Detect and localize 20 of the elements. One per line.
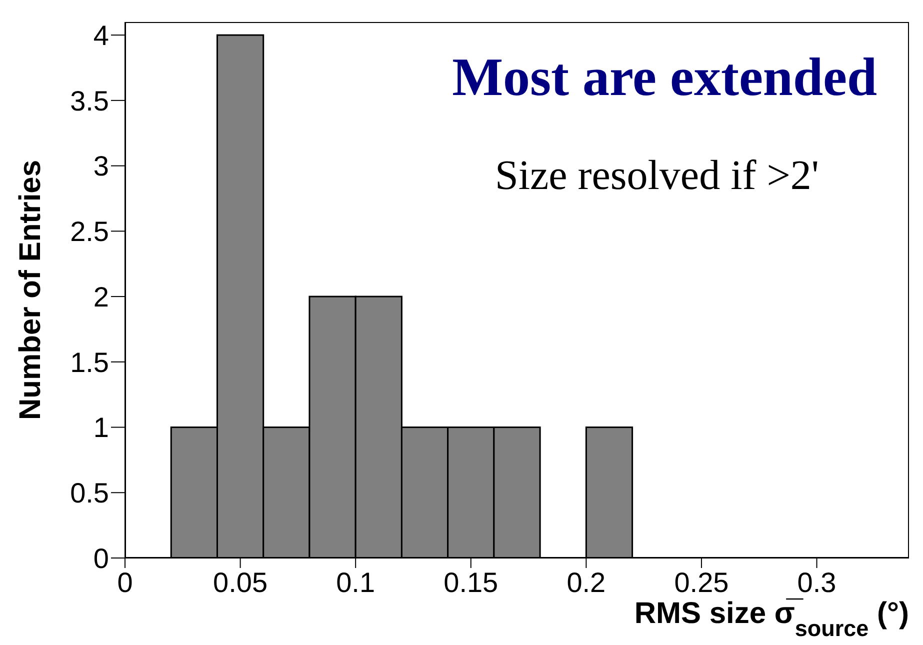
y-tick-label: 0.5 (70, 478, 109, 509)
x-tick-label: 0.05 (213, 566, 268, 598)
annotation: Most are extended (452, 46, 877, 108)
x-tick-label: 0.25 (674, 566, 729, 598)
x-tick-label: 0.3 (797, 566, 836, 598)
x-axis-title: RMS size σ̅$_{source}$ (°) (634, 597, 909, 640)
y-axis-title: Number of Entries (14, 160, 47, 420)
y-tick-label: 4 (93, 20, 109, 52)
annotation: Size resolved if >2' (494, 152, 819, 200)
y-tick-label: 3 (93, 150, 109, 182)
x-tick-label: 0.2 (566, 566, 606, 598)
y-tick-label: 2.5 (70, 216, 109, 248)
x-tick-label: 0.15 (444, 566, 498, 598)
x-tick-label: 0 (117, 566, 133, 598)
y-tick-label: 2 (93, 281, 109, 312)
y-tick-label: 3.5 (70, 85, 109, 116)
y-tick-label: 1 (93, 412, 109, 444)
y-tick-label: 1.5 (70, 346, 109, 378)
x-tick-label: 0.1 (336, 566, 376, 598)
y-tick-label: 0 (93, 542, 109, 574)
